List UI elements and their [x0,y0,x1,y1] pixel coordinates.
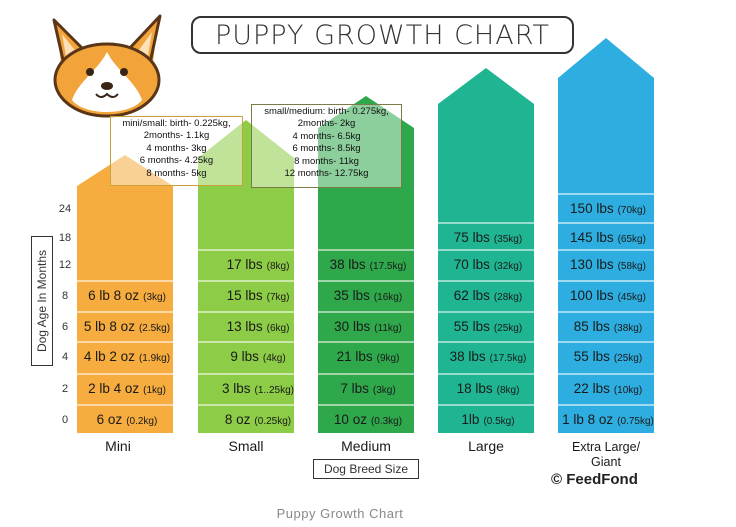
x-axis-label: Dog Breed Size [313,459,419,479]
value-label: 22 lbs (10kg) [574,381,642,396]
value-label: 15 lbs (7kg) [227,288,290,303]
value-label: 70 lbs (32kg) [454,257,522,272]
category-label: Mini [105,438,131,454]
note-line: 6 months- 8.5kg [292,143,361,155]
value-label: 62 lbs (28kg) [454,288,522,303]
value-label: 55 lbs (25kg) [574,349,642,364]
bar-2 [198,120,294,433]
category-label: Large [468,438,504,454]
y-tick-label: 6 [62,321,68,333]
value-label: 85 lbs (38kg) [574,319,642,334]
value-label: 6 oz (0.2kg) [97,412,158,427]
category-label: Small [228,438,263,454]
y-tick-label: 0 [62,414,68,426]
value-label: 9 lbs (4kg) [230,349,285,364]
chart-title: PUPPY GROWTH CHART [191,16,574,54]
value-label: 7 lbs (3kg) [340,381,395,396]
y-tick-label: 2 [62,383,68,395]
y-tick-label: 4 [62,351,68,363]
y-tick-label: 24 [59,203,71,215]
value-label: 5 lb 8 oz (2.5kg) [84,319,170,334]
value-label: 8 oz (0.25kg) [225,412,291,427]
note-line: 2months- 1.1kg [143,130,210,142]
value-label: 10 oz (0.3kg) [334,412,402,427]
value-label: 38 lbs (17.5kg) [450,349,527,364]
value-label: 55 lbs (25kg) [454,319,522,334]
note-line: 8 months- 11kg [294,155,359,167]
value-label: 75 lbs (35kg) [454,230,522,245]
value-label: 145 lbs (65kg) [570,230,646,245]
note-line: mini/small: birth- 0.225kg, [122,118,231,129]
corgi-logo-icon [52,14,162,118]
note-line: 8 months- 5kg [146,167,207,179]
note-small-medium: small/medium: birth- 0.275kg, 2months- 2… [251,104,402,188]
image-caption: Puppy Growth Chart [276,506,404,521]
value-label: 1lb (0.5kg) [461,412,514,427]
note-line: 4 months- 3kg [146,142,207,154]
note-mini-small: mini/small: birth- 0.225kg, 2months- 1.1… [110,116,243,186]
y-axis-label-text: Dog Age In Months [35,249,49,353]
note-line: small/medium: birth- 0.275kg, [264,106,389,117]
note-line: 2months- 2kg [297,118,356,130]
value-label: 21 lbs (9kg) [337,349,400,364]
value-label: 17 lbs (8kg) [227,257,290,272]
note-line: 12 months- 12.75kg [284,168,369,180]
bar-1 [77,155,173,433]
value-label: 130 lbs (58kg) [570,257,646,272]
bar-5 [558,38,654,433]
note-line: 4 months- 6.5kg [292,130,361,142]
value-label: 35 lbs (16kg) [334,288,402,303]
value-label: 38 lbs (17.5kg) [330,257,407,272]
value-label: 6 lb 8 oz (3kg) [88,288,166,303]
value-label: 13 lbs (6kg) [227,319,290,334]
value-label: 150 lbs (70kg) [570,201,646,216]
value-label: 4 lb 2 oz (1.9kg) [84,349,170,364]
note-line: 6 months- 4.25kg [139,155,214,167]
y-tick-label: 18 [59,232,71,244]
value-label: 3 lbs (1..25kg) [222,381,294,396]
bar-3 [318,96,414,433]
y-axis-label: Dog Age In Months [31,236,53,366]
category-label: Extra Large/ [572,440,641,454]
value-label: 100 lbs (45kg) [570,288,646,303]
value-label: 1 lb 8 oz (0.75kg) [562,412,654,427]
value-label: 2 lb 4 oz (1kg) [88,381,166,396]
brand-logo: © FeedFond [551,471,638,488]
category-label: Medium [341,438,391,454]
value-label: 30 lbs (11kg) [334,319,402,334]
category-label: Giant [591,455,621,469]
value-label: 18 lbs (8kg) [457,381,520,396]
y-tick-label: 8 [62,290,68,302]
y-tick-label: 12 [59,259,71,271]
